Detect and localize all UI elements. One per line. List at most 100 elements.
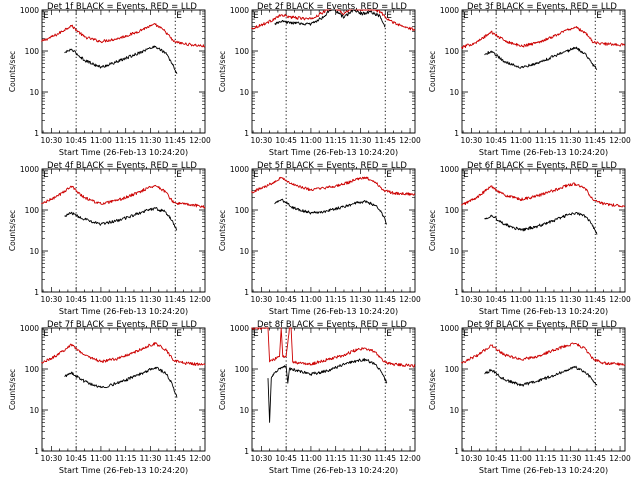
y-tick-label: 100 <box>25 365 40 374</box>
x-tick-label: 10:45 <box>275 136 297 145</box>
event-marker-label: E <box>596 170 602 180</box>
event-marker-label: E <box>463 329 469 339</box>
event-marker-label: E <box>43 329 49 339</box>
x-tick-label: 11:30 <box>560 295 582 304</box>
x-tick-label: 10:45 <box>275 295 297 304</box>
y-tick-label: 1000 <box>440 6 459 15</box>
event-marker-label: E <box>386 170 392 180</box>
panel-title: Det 3f BLACK = Events, RED = LLD <box>467 2 617 12</box>
x-axis-label: Start Time (26-Feb-13 10:24:20) <box>479 148 608 157</box>
x-tick-label: 11:45 <box>164 295 186 304</box>
x-tick-label: 10:45 <box>485 295 507 304</box>
y-tick-label: 10 <box>449 88 459 97</box>
lld-series-line <box>251 176 416 196</box>
panel-7: Det 7f BLACK = Events, RED = LLD Counts/s… <box>8 320 211 475</box>
event-marker-label: E <box>176 329 182 339</box>
y-axis-label: Counts/sec <box>218 51 227 92</box>
y-axis-label: Counts/sec <box>8 369 17 410</box>
x-tick-label: 12:00 <box>399 454 421 463</box>
event-marker-label: E <box>253 170 259 180</box>
x-tick-label: 11:00 <box>510 454 532 463</box>
plot-frame <box>461 327 626 452</box>
plot-frame <box>461 168 626 293</box>
events-series-line <box>274 198 388 225</box>
events-series-line <box>64 366 178 398</box>
events-series-line <box>64 45 178 74</box>
y-tick-label: 1 <box>244 129 249 138</box>
y-tick-label: 10 <box>239 247 249 256</box>
panel-title: Det 9f BLACK = Events, RED = LLD <box>467 320 617 330</box>
y-tick-label: 10 <box>29 247 39 256</box>
events-series-line <box>64 207 178 231</box>
x-axis-label: Start Time (26-Feb-13 10:24:20) <box>479 466 608 475</box>
y-tick-label: 100 <box>235 47 250 56</box>
y-tick-label: 1000 <box>20 165 39 174</box>
event-marker-label: E <box>43 170 49 180</box>
y-axis-label: Counts/sec <box>8 210 17 251</box>
y-axis-label: Counts/sec <box>428 369 437 410</box>
panel-9: Det 9f BLACK = Events, RED = LLD Counts/s… <box>428 320 631 475</box>
x-tick-label: 10:45 <box>485 454 507 463</box>
x-tick-label: 10:30 <box>251 295 273 304</box>
lld-series-line <box>461 342 626 366</box>
event-marker-label: E <box>596 11 602 21</box>
x-tick-label: 10:30 <box>41 454 63 463</box>
y-tick-label: 100 <box>445 365 460 374</box>
x-tick-label: 12:00 <box>189 454 211 463</box>
x-tick-label: 10:30 <box>461 454 483 463</box>
y-tick-label: 100 <box>235 206 250 215</box>
x-tick-label: 11:45 <box>584 136 606 145</box>
panel-title: Det 5f BLACK = Events, RED = LLD <box>257 161 407 171</box>
lld-series-line <box>41 23 206 48</box>
panel-title: Det 6f BLACK = Events, RED = LLD <box>467 161 617 171</box>
y-tick-label: 1 <box>34 129 39 138</box>
y-tick-label: 1 <box>454 288 459 297</box>
plot-frame <box>41 327 206 452</box>
panel-1: Det 1f BLACK = Events, RED = LLD Counts/s… <box>8 2 211 157</box>
x-tick-label: 11:30 <box>140 454 162 463</box>
panel-title: Det 8f BLACK = Events, RED = LLD <box>257 320 407 330</box>
panel-title: Det 7f BLACK = Events, RED = LLD <box>47 320 197 330</box>
x-axis-label: Start Time (26-Feb-13 10:24:20) <box>269 466 398 475</box>
event-marker-label: E <box>386 329 392 339</box>
y-tick-label: 100 <box>445 206 460 215</box>
lld-series-line <box>251 327 416 368</box>
lld-series-line <box>41 342 206 367</box>
event-marker-label: E <box>253 11 259 21</box>
x-tick-label: 11:15 <box>115 136 137 145</box>
x-tick-label: 11:15 <box>325 295 347 304</box>
y-tick-label: 1 <box>34 447 39 456</box>
x-axis-label: Start Time (26-Feb-13 10:24:20) <box>479 307 608 316</box>
x-tick-label: 11:00 <box>300 295 322 304</box>
y-tick-label: 10 <box>449 406 459 415</box>
plot-frame <box>41 9 206 134</box>
y-tick-label: 10 <box>239 406 249 415</box>
x-tick-label: 10:30 <box>251 136 273 145</box>
x-tick-label: 10:30 <box>41 136 63 145</box>
y-tick-label: 1000 <box>440 165 459 174</box>
x-tick-label: 10:45 <box>65 454 87 463</box>
x-tick-label: 12:00 <box>609 295 631 304</box>
x-tick-label: 11:00 <box>510 295 532 304</box>
panel-title: Det 4f BLACK = Events, RED = LLD <box>47 161 197 171</box>
plot-frame <box>251 9 416 134</box>
y-axis-label: Counts/sec <box>218 369 227 410</box>
y-axis-label: Counts/sec <box>218 210 227 251</box>
y-tick-label: 10 <box>449 247 459 256</box>
events-series-line <box>267 358 388 423</box>
panel-6: Det 6f BLACK = Events, RED = LLD Counts/s… <box>428 161 631 316</box>
x-tick-label: 11:45 <box>584 295 606 304</box>
panel-5: Det 5f BLACK = Events, RED = LLD Counts/s… <box>218 161 421 316</box>
x-tick-label: 11:15 <box>115 295 137 304</box>
x-tick-label: 11:00 <box>90 454 112 463</box>
y-tick-label: 1 <box>454 129 459 138</box>
x-tick-label: 10:30 <box>461 295 483 304</box>
x-tick-label: 11:00 <box>90 295 112 304</box>
y-tick-label: 10 <box>29 406 39 415</box>
events-series-line <box>484 365 598 387</box>
x-axis-label: Start Time (26-Feb-13 10:24:20) <box>59 148 188 157</box>
event-marker-label: E <box>463 11 469 21</box>
y-tick-label: 100 <box>25 206 40 215</box>
panel-2: Det 2f BLACK = Events, RED = LLD Counts/s… <box>218 2 421 157</box>
x-tick-label: 10:45 <box>65 295 87 304</box>
